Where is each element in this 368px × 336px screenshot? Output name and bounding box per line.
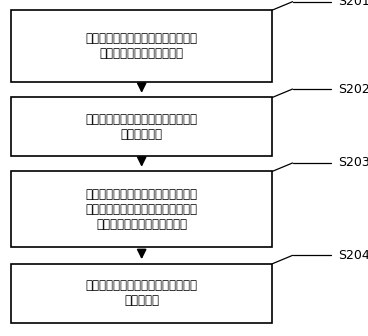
Bar xyxy=(11,171,272,247)
Bar xyxy=(11,10,272,82)
Text: 系统接收用户的解密指令，提示用户
在输入单元输入密文和密钥: 系统接收用户的解密指令，提示用户 在输入单元输入密文和密钥 xyxy=(86,32,198,60)
Bar xyxy=(11,264,272,323)
Text: S202: S202 xyxy=(339,83,368,95)
Text: 输出控制模块根据解密模块对密文的
解密操作，实时地将其每一步的解密
结果输出到显示单元进行显示: 输出控制模块根据解密模块对密文的 解密操作，实时地将其每一步的解密 结果输出到显… xyxy=(86,188,198,230)
Text: S204: S204 xyxy=(339,249,368,262)
Text: S203: S203 xyxy=(339,157,368,169)
Text: 解密完成后，在显示单元显示解密出
的整个明文: 解密完成后，在显示单元显示解密出 的整个明文 xyxy=(86,279,198,307)
Bar xyxy=(11,97,272,156)
Text: S201: S201 xyxy=(339,0,368,8)
Text: 将用户输入的密文和密钥传输给解密
模块进行解密: 将用户输入的密文和密钥传输给解密 模块进行解密 xyxy=(86,113,198,141)
